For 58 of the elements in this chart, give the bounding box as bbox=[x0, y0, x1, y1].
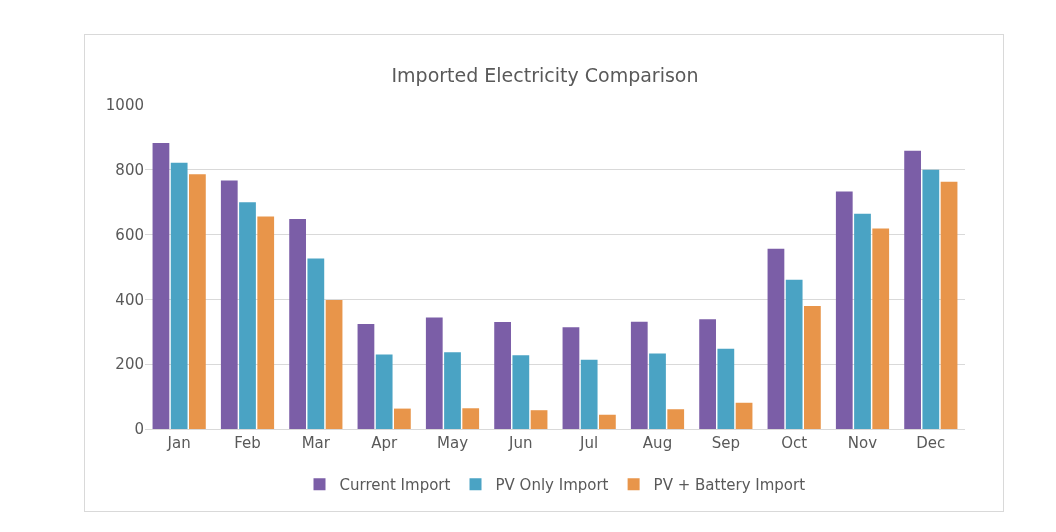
bar bbox=[767, 248, 785, 429]
x-tick-label: Mar bbox=[301, 434, 331, 452]
bar bbox=[835, 191, 853, 429]
bar bbox=[189, 174, 206, 429]
bar bbox=[289, 219, 306, 429]
bar bbox=[667, 409, 685, 429]
x-tick-label: Nov bbox=[847, 434, 878, 452]
bar bbox=[580, 359, 598, 429]
x-tick-label: Jul bbox=[579, 434, 599, 452]
bar bbox=[649, 353, 666, 429]
bar bbox=[922, 169, 940, 429]
bar bbox=[804, 305, 821, 429]
bar bbox=[530, 410, 548, 429]
bar bbox=[220, 180, 238, 429]
legend-label: Current Import bbox=[339, 475, 451, 494]
x-tick-label: Sep bbox=[711, 434, 740, 452]
x-tick-label: Jun bbox=[508, 434, 533, 452]
bar bbox=[444, 352, 461, 429]
bar bbox=[904, 150, 921, 429]
y-tick-label: 600 bbox=[115, 225, 144, 244]
bar bbox=[425, 317, 443, 429]
bar bbox=[630, 321, 648, 429]
bar bbox=[239, 202, 256, 429]
bar bbox=[357, 324, 375, 429]
x-tick-label: Apr bbox=[371, 434, 398, 452]
bar bbox=[257, 216, 275, 429]
bar bbox=[152, 142, 170, 429]
x-tick-label: Aug bbox=[642, 434, 673, 452]
bar bbox=[375, 354, 393, 429]
bar bbox=[699, 319, 716, 429]
y-tick-label: 200 bbox=[115, 355, 144, 374]
bar bbox=[940, 181, 958, 429]
bar bbox=[512, 355, 530, 429]
bar bbox=[717, 348, 735, 429]
x-tick-label: Jan bbox=[166, 434, 191, 452]
bar bbox=[170, 162, 188, 429]
bar bbox=[325, 300, 343, 429]
x-tick-label: Oct bbox=[781, 434, 808, 452]
y-tick-label: 1000 bbox=[105, 96, 144, 115]
bar bbox=[562, 327, 580, 429]
x-tick-label: Feb bbox=[234, 434, 261, 452]
bar bbox=[872, 228, 890, 429]
y-tick-label: 800 bbox=[115, 161, 144, 180]
bar bbox=[394, 408, 411, 429]
bar bbox=[307, 258, 325, 429]
bar bbox=[599, 414, 616, 429]
legend-label: PV + Battery Import bbox=[653, 475, 806, 494]
bar bbox=[462, 408, 480, 429]
x-tick-label: Dec bbox=[916, 434, 946, 452]
bar bbox=[854, 213, 871, 429]
bar bbox=[735, 402, 753, 429]
legend-label: PV Only Import bbox=[495, 475, 609, 494]
bar bbox=[785, 279, 803, 429]
y-tick-label: 400 bbox=[115, 290, 144, 309]
bar bbox=[494, 322, 511, 429]
y-tick-label: 0 bbox=[134, 420, 144, 439]
chart-title: Imported Electricity Comparison bbox=[391, 63, 699, 86]
x-tick-label: May bbox=[436, 434, 469, 452]
